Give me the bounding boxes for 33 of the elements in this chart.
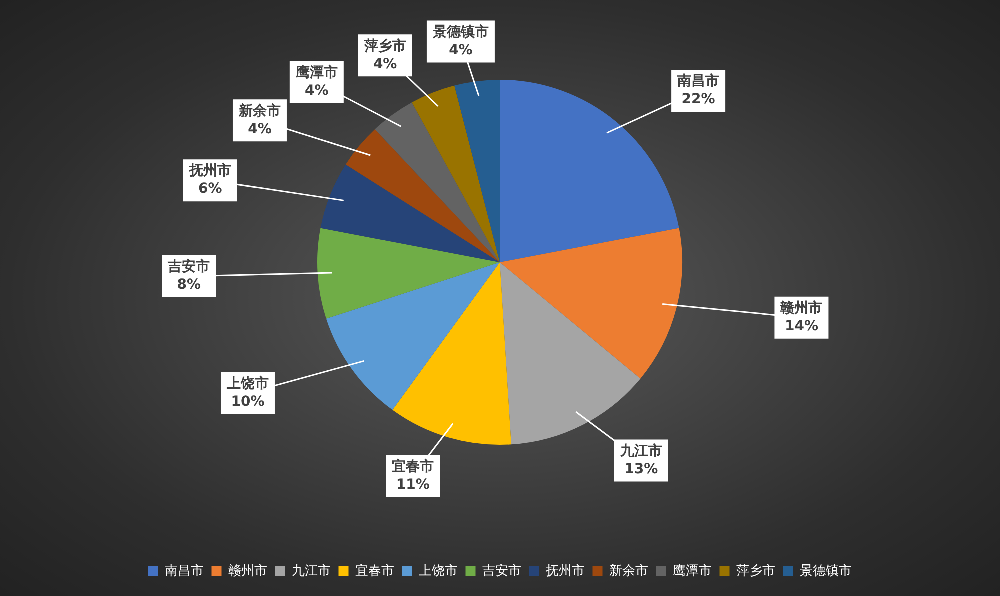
slice-label: 抚州市 bbox=[188, 162, 232, 180]
legend-label: 宜春市 bbox=[355, 562, 394, 579]
data-label: 13% bbox=[624, 461, 658, 478]
slice-label: 景德镇市 bbox=[432, 23, 489, 40]
legend-label: 景德镇市 bbox=[800, 564, 852, 579]
slice-label: 赣州市 bbox=[780, 299, 823, 316]
data-label: 8% bbox=[177, 277, 202, 294]
slice-label: 吉安市 bbox=[167, 258, 210, 276]
slice-label: 九江市 bbox=[619, 442, 662, 460]
data-label: 14% bbox=[784, 318, 818, 334]
slice-label: 上饶市 bbox=[226, 374, 269, 392]
legend-label: 九江市 bbox=[292, 564, 331, 579]
data-label: 4% bbox=[449, 42, 473, 58]
legend-label: 鹰潭市 bbox=[672, 564, 712, 579]
legend-label: 赣州市 bbox=[228, 564, 268, 579]
data-label: 6% bbox=[198, 181, 222, 198]
data-label: 11% bbox=[396, 476, 430, 493]
slice-label: 南昌市 bbox=[676, 72, 720, 90]
data-label: 22% bbox=[682, 92, 716, 108]
data-label: 10% bbox=[231, 394, 265, 410]
data-label: 4% bbox=[373, 56, 398, 72]
legend-label: 上饶市 bbox=[418, 564, 458, 579]
slice-label: 宜春市 bbox=[392, 458, 434, 475]
legend-label: 抚州市 bbox=[544, 564, 585, 579]
legend-label: 吉安市 bbox=[482, 562, 522, 579]
slice-label: 鹰潭市 bbox=[294, 64, 338, 82]
slice-label: 新余市 bbox=[238, 102, 281, 120]
legend-label: 南昌市 bbox=[164, 564, 204, 579]
data-label: 4% bbox=[305, 83, 329, 100]
legend-label: 萍乡市 bbox=[736, 564, 776, 579]
legend-label: 新余市 bbox=[609, 564, 648, 579]
slice-label: 萍乡市 bbox=[363, 37, 406, 54]
data-label: 4% bbox=[248, 121, 272, 138]
